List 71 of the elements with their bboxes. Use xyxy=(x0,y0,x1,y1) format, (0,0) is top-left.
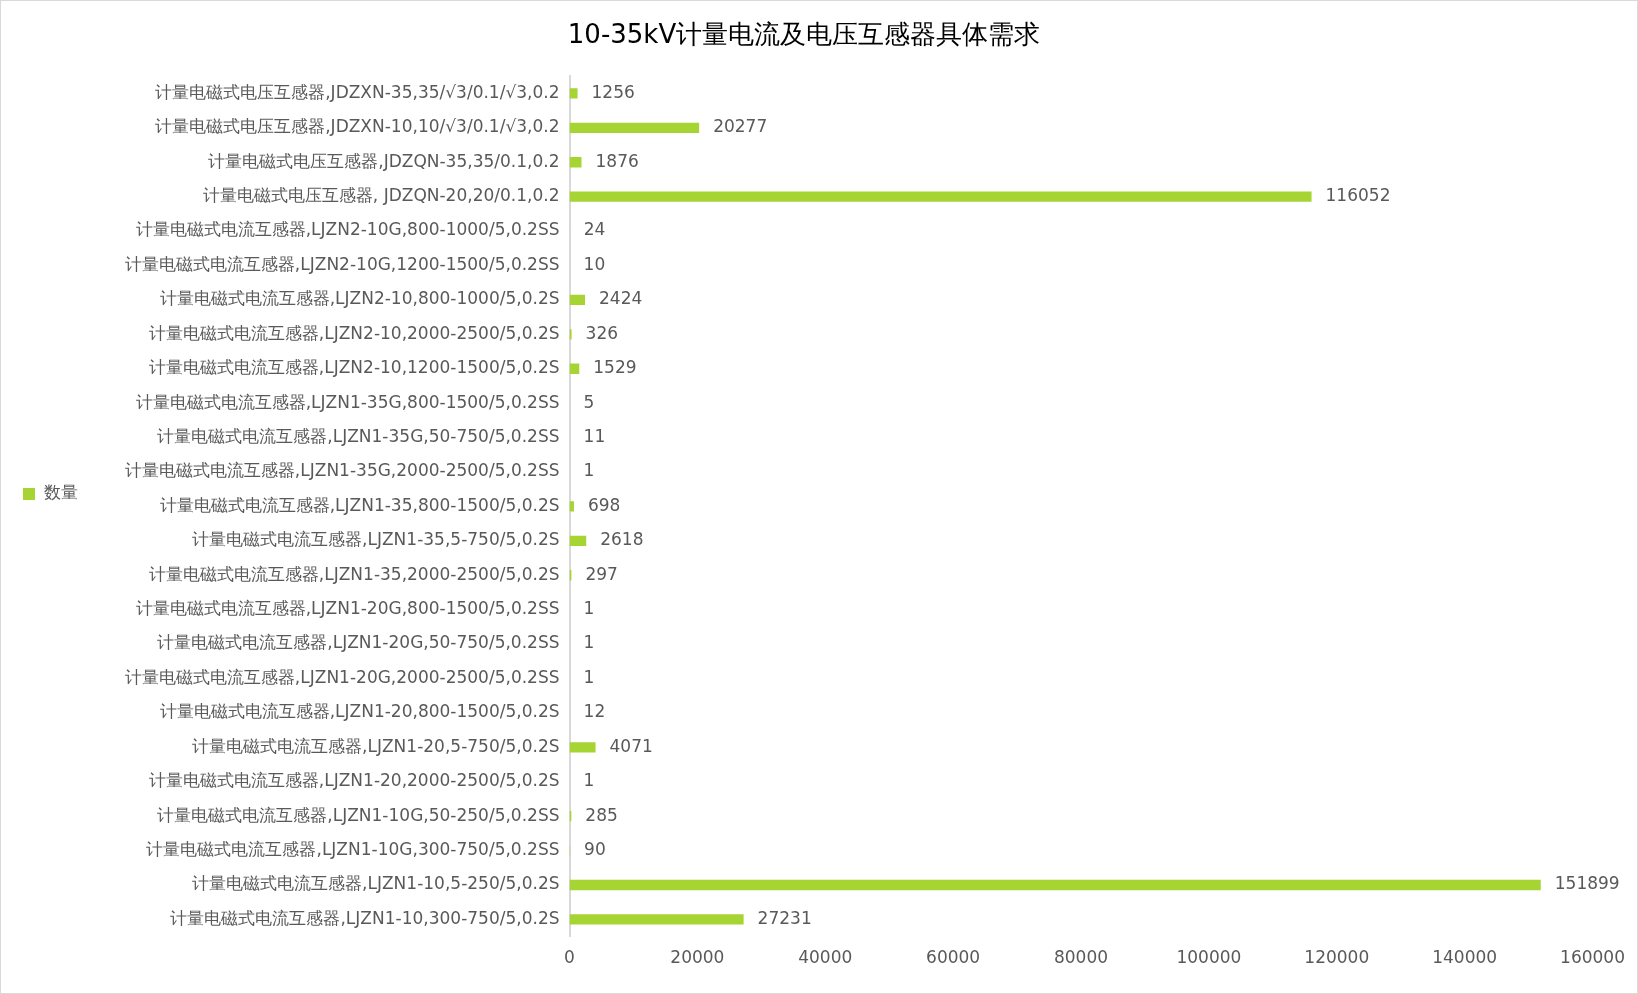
y-tick-label: 计量电磁式电流互感器,LJZN1-20G,800-1500/5,0.2SS xyxy=(135,598,560,619)
x-tick-label: 40000 xyxy=(798,947,853,968)
y-tick-label: 计量电磁式电流互感器,LJZN2-10G,800-1000/5,0.2SS xyxy=(135,219,560,240)
y-tick-label: 计量电磁式电流互感器,LJZN1-35,2000-2500/5,0.2S xyxy=(148,563,560,584)
y-tick-label: 计量电磁式电流互感器,LJZN2-10,2000-2500/5,0.2S xyxy=(148,322,560,343)
y-tick-label: 计量电磁式电流互感器,LJZN1-20,800-1500/5,0.2S xyxy=(159,701,560,722)
x-tick-label: 80000 xyxy=(1053,947,1109,968)
data-label: 2618 xyxy=(600,529,644,550)
data-label: 1 xyxy=(583,666,595,687)
bar xyxy=(569,294,585,306)
data-label: 1 xyxy=(583,632,595,653)
y-tick-label: 计量电磁式电压互感器,JDZXN-35,35/√3/0.1/√3,0.2 xyxy=(155,81,560,102)
y-tick-label: 计量电磁式电压互感器,JDZQN-35,35/0.1,0.2 xyxy=(208,150,560,171)
chart-title: 10-35kV计量电流及电压互感器具体需求 xyxy=(567,19,1041,50)
y-tick-label: 计量电磁式电流互感器,LJZN2-10,800-1000/5,0.2S xyxy=(159,288,560,309)
data-label: 1529 xyxy=(593,357,637,378)
data-label: 4071 xyxy=(609,735,653,756)
data-label: 116052 xyxy=(1325,185,1391,206)
data-label: 1256 xyxy=(591,81,635,102)
data-label: 297 xyxy=(585,563,618,584)
legend-label: 数量 xyxy=(43,482,78,503)
y-tick-label: 计量电磁式电流互感器,LJZN1-20G,2000-2500/5,0.2SS xyxy=(124,666,560,687)
y-tick-label: 计量电磁式电流互感器,LJZN1-10,5-250/5,0.2S xyxy=(192,873,560,894)
y-tick-label: 计量电磁式电流互感器,LJZN2-10,1200-1500/5,0.2S xyxy=(148,357,560,378)
y-tick-label: 计量电磁式电流互感器,LJZN1-10,300-750/5,0.2S xyxy=(170,907,560,928)
data-label: 24 xyxy=(583,219,606,240)
data-label: 2424 xyxy=(599,288,643,309)
x-tick-label: 120000 xyxy=(1304,947,1370,968)
data-label: 1 xyxy=(583,598,595,619)
y-tick-label: 计量电磁式电流互感器,LJZN1-20G,50-750/5,0.2SS xyxy=(157,632,560,653)
bar xyxy=(569,122,700,133)
y-tick-label: 计量电磁式电流互感器,LJZN1-20,5-750/5,0.2S xyxy=(192,735,560,756)
data-label: 698 xyxy=(587,494,621,515)
bar xyxy=(569,88,578,99)
bar xyxy=(569,535,587,546)
bar xyxy=(569,914,744,925)
x-tick-label: 100000 xyxy=(1176,947,1242,968)
data-label: 1 xyxy=(583,770,595,791)
data-label: 1876 xyxy=(595,150,639,171)
data-label: 151899 xyxy=(1554,873,1620,894)
bar xyxy=(569,191,1312,202)
y-tick-label: 计量电磁式电流互感器,LJZN1-20,2000-2500/5,0.2S xyxy=(148,770,560,791)
x-tick-label: 60000 xyxy=(926,947,981,968)
bar xyxy=(569,501,574,512)
y-tick-label: 计量电磁式电流互感器,LJZN1-10G,50-250/5,0.2SS xyxy=(157,804,560,825)
data-label: 10 xyxy=(583,253,606,274)
data-label: 27231 xyxy=(757,907,812,928)
x-tick-label: 0 xyxy=(564,947,575,968)
data-label: 12 xyxy=(583,701,606,722)
x-tick-label: 160000 xyxy=(1560,947,1626,968)
x-tick-label: 20000 xyxy=(670,947,725,968)
y-tick-label: 计量电磁式电流互感器,LJZN2-10G,1200-1500/5,0.2SS xyxy=(124,253,560,274)
data-label: 20277 xyxy=(713,116,768,137)
y-tick-label: 计量电磁式电压互感器, JDZQN-20,20/0.1,0.2 xyxy=(202,185,560,206)
data-label: 90 xyxy=(584,838,606,859)
data-label: 1 xyxy=(583,460,595,481)
data-label: 5 xyxy=(583,391,595,412)
bar xyxy=(569,879,1541,891)
bar xyxy=(569,742,596,753)
y-tick-label: 计量电磁式电流互感器,LJZN1-35,800-1500/5,0.2S xyxy=(159,494,560,515)
data-label: 326 xyxy=(585,322,619,343)
y-tick-label: 计量电磁式电流互感器,LJZN1-10G,300-750/5,0.2SS xyxy=(146,838,560,859)
data-label: 285 xyxy=(585,804,618,825)
y-tick-label: 计量电磁式电流互感器,LJZN1-35,5-750/5,0.2S xyxy=(192,529,560,550)
y-tick-label: 计量电磁式电压互感器,JDZXN-10,10/√3/0.1/√3,0.2 xyxy=(155,116,560,137)
x-tick-label: 140000 xyxy=(1432,947,1498,968)
y-tick-label: 计量电磁式电流互感器,LJZN1-35G,800-1500/5,0.2SS xyxy=(135,391,560,412)
bar xyxy=(569,329,572,340)
y-tick-label: 计量电磁式电流互感器,LJZN1-35G,2000-2500/5,0.2SS xyxy=(124,460,560,481)
data-label: 11 xyxy=(583,425,606,446)
y-tick-label: 计量电磁式电流互感器,LJZN1-35G,50-750/5,0.2SS xyxy=(157,425,560,446)
